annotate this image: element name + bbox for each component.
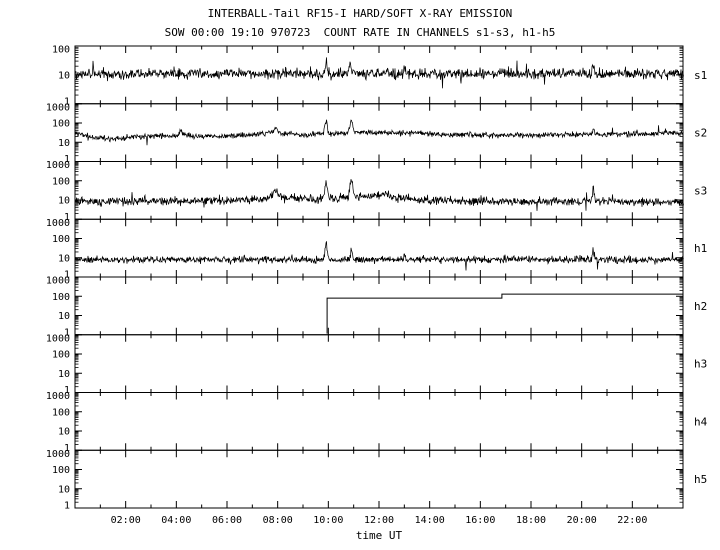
channel-label-s3: s3 [694,184,707,197]
y-tick-label: 10 [58,70,70,81]
y-tick-label: 10 [58,253,70,264]
panel-s3: 1 10 100 1000 s3 [46,160,707,223]
y-tick-label: 100 [52,45,70,56]
y-tick-label: 10 [58,196,70,207]
x-tick-label: 06:00 [212,515,242,526]
y-tick-label: 100 [52,292,70,303]
x-tick-label: 12:00 [364,515,394,526]
x-axis-label: time UT [355,529,403,542]
panel-h5: 1 10 100 1000 h5 [46,449,707,512]
x-tick-label: 08:00 [263,515,293,526]
y-tick-label: 1000 [46,333,70,344]
channel-label-h2: h2 [694,300,707,313]
panel-frame [74,449,684,509]
y-tick-label: 100 [52,176,70,187]
x-tick-label: 22:00 [617,515,647,526]
y-tick-label: 1 [64,212,70,223]
panel-h3: 1 10 100 1000 h3 [46,333,707,396]
panel-frame [74,276,684,336]
channel-label-h5: h5 [694,473,707,486]
panel-frame [74,161,684,220]
panel-h1: 1 10 100 1000 h1 [46,218,707,281]
y-tick-label: 100 [52,350,70,361]
y-tick-label: 10 [58,427,70,438]
trace-h2 [326,293,683,334]
y-tick-label: 1 [64,270,70,281]
y-tick-label: 1 [64,385,70,396]
x-tick-label: 16:00 [465,515,495,526]
trace-s2 [74,119,684,146]
panel-h4: 1 10 100 1000 h4 [46,391,708,454]
figure-title: INTERBALL-Tail RF15-I HARD/SOFT X-RAY EM… [207,7,513,20]
y-tick-label: 1 [64,327,70,338]
panel-frame [74,218,684,278]
figure-header: INTERBALL-Tail RF15-I HARD/SOFT X-RAY EM… [0,7,720,39]
panel-frame [74,334,684,393]
y-tick-label: 1 [64,443,70,454]
panel-s2: 1 10 100 1000 s2 [46,102,707,165]
channel-label-h1: h1 [694,242,707,255]
y-tick-label: 10 [58,138,70,149]
y-tick-label: 10 [58,311,70,322]
y-tick-label: 1 [64,501,70,512]
x-tick-label: 14:00 [415,515,445,526]
trace-s1 [74,57,684,89]
y-tick-label: 100 [52,407,70,418]
y-tick-label: 1 [64,96,70,107]
x-tick-label: 18:00 [516,515,546,526]
y-tick-label: 1000 [46,102,70,113]
y-tick-label: 100 [52,465,70,476]
y-tick-label: 1000 [46,160,70,171]
trace-s3 [74,179,684,211]
channel-label-h4: h4 [694,415,708,428]
trace-h1 [74,241,684,271]
x-tick-label: 04:00 [161,515,191,526]
y-tick-label: 1000 [46,276,70,287]
channel-label-s1: s1 [694,69,707,82]
y-tick-label: 10 [58,369,70,380]
y-tick-label: 1000 [46,449,70,460]
channel-label-h3: h3 [694,358,707,371]
x-tick-label: 02:00 [111,515,141,526]
y-tick-label: 100 [52,234,70,245]
panel-s1: 1 10 100 s1 [52,45,707,108]
panel-h2: 1 10 100 1000 h2 [46,276,707,339]
figure-subtitle: SOW 00:00 19:10 970723 COUNT RATE IN CHA… [164,26,556,39]
x-tick-label: 10:00 [313,515,343,526]
y-tick-label: 100 [52,119,70,130]
x-tick-label: 20:00 [567,515,597,526]
y-tick-label: 1 [64,154,70,165]
y-tick-label: 1000 [46,218,70,229]
panel-frame [74,392,684,451]
y-tick-label: 10 [58,484,70,495]
channel-label-s2: s2 [694,127,707,140]
y-tick-label: 1000 [46,391,70,402]
